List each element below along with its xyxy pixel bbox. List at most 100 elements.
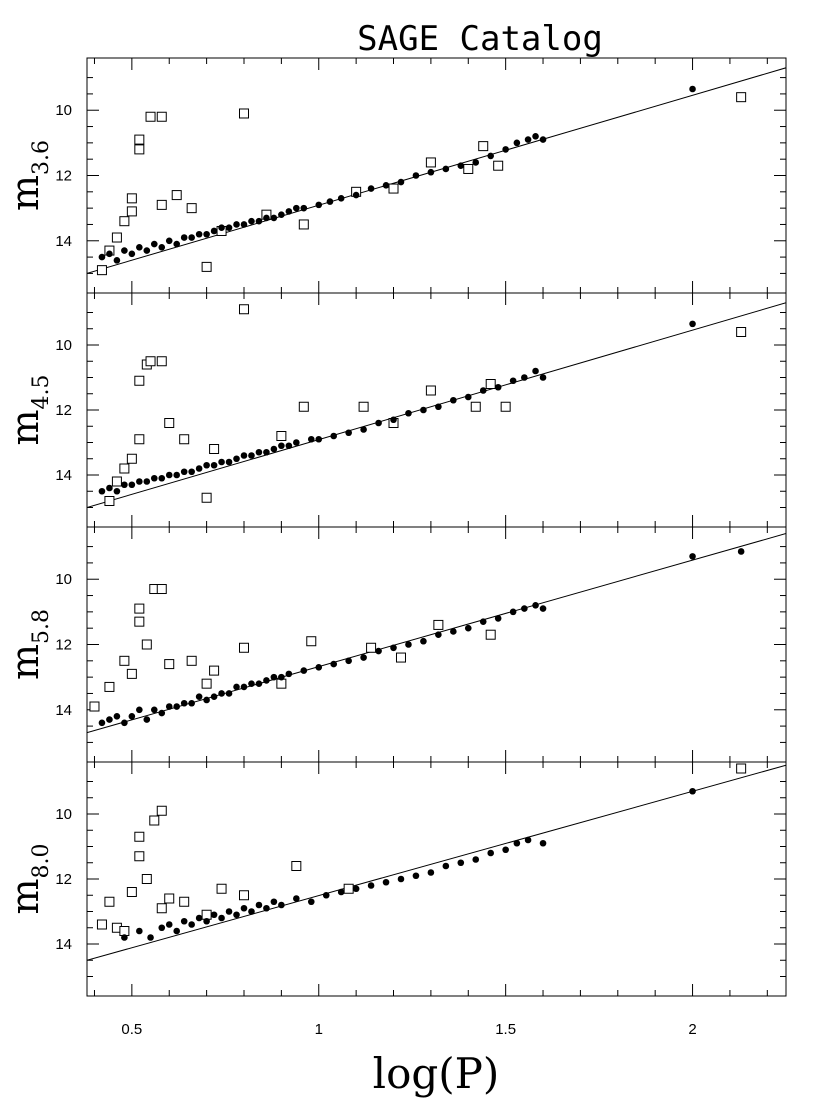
- open-square-point: [238, 108, 249, 119]
- open-square-point: [145, 356, 156, 367]
- filled-circle-point: [457, 162, 465, 170]
- y-tick-label: 12: [55, 168, 72, 185]
- filled-circle-point: [128, 713, 136, 720]
- open-square-point: [126, 668, 137, 679]
- filled-circle-point: [689, 553, 696, 560]
- filled-circle-point: [113, 713, 121, 720]
- open-square-point: [156, 584, 167, 595]
- filled-circle-point: [300, 204, 308, 212]
- filled-circle-point: [367, 882, 375, 889]
- filled-circle-point: [435, 631, 442, 639]
- y-axis-label-main: m: [3, 409, 47, 445]
- open-square-point: [96, 265, 107, 276]
- filled-circle-point: [330, 660, 338, 668]
- filled-circle-point: [210, 693, 218, 701]
- filled-circle-point: [165, 471, 173, 479]
- filled-circle-point: [150, 706, 158, 714]
- y-tick-label: 10: [55, 102, 72, 119]
- filled-circle-point: [420, 406, 427, 414]
- open-square-point: [171, 190, 182, 201]
- filled-circle-point: [285, 670, 293, 678]
- filled-circle-point: [121, 719, 128, 727]
- filled-circle-point: [532, 602, 539, 609]
- filled-circle-point: [255, 217, 263, 225]
- open-square-point: [736, 763, 747, 774]
- filled-circle-point: [502, 146, 509, 153]
- filled-circle-point: [210, 461, 218, 469]
- open-square-point: [425, 157, 436, 168]
- filled-circle-point: [218, 458, 225, 466]
- filled-circle-point: [450, 628, 457, 635]
- open-square-point: [111, 476, 122, 487]
- filled-circle-point: [98, 253, 106, 261]
- filled-circle-point: [203, 230, 210, 238]
- open-square-point: [156, 356, 167, 367]
- y-axis-label: m5.8: [3, 609, 54, 680]
- open-square-point: [306, 636, 317, 647]
- filled-circle-point: [158, 924, 166, 932]
- y-tick-label: 12: [55, 402, 72, 419]
- filled-circle-point: [326, 198, 334, 205]
- y-tick-label: 12: [55, 637, 72, 654]
- filled-circle-point: [689, 787, 696, 795]
- filled-circle-point: [195, 230, 203, 238]
- panel-frame: [86, 292, 787, 528]
- filled-circle-point: [397, 178, 405, 186]
- filled-circle-point: [136, 244, 143, 251]
- filled-circle-point: [128, 250, 136, 258]
- open-square-point: [126, 453, 137, 464]
- open-square-point: [358, 401, 369, 412]
- filled-circle-point: [165, 703, 173, 710]
- filled-circle-point: [121, 934, 128, 941]
- filled-circle-point: [375, 647, 382, 655]
- filled-circle-point: [405, 409, 412, 417]
- filled-circle-point: [106, 716, 113, 723]
- filled-circle-point: [521, 605, 528, 612]
- filled-circle-point: [113, 487, 121, 495]
- filled-circle-point: [345, 429, 352, 437]
- y-tick-label: 10: [55, 571, 72, 588]
- filled-circle-point: [248, 908, 255, 915]
- open-square-point: [164, 418, 175, 428]
- open-square-point: [186, 655, 197, 666]
- filled-circle-point: [240, 683, 248, 691]
- filled-circle-point: [188, 468, 195, 476]
- open-square-point: [119, 655, 130, 666]
- filled-circle-point: [375, 419, 382, 427]
- filled-circle-point: [278, 211, 285, 218]
- open-square-point: [141, 639, 152, 650]
- open-square-point: [736, 92, 747, 103]
- filled-circle-point: [689, 85, 696, 93]
- filled-circle-point: [315, 201, 323, 209]
- filled-circle-point: [263, 448, 270, 456]
- filled-circle-point: [147, 934, 154, 941]
- filled-circle-point: [330, 432, 338, 440]
- open-square-point: [134, 831, 145, 842]
- panel-data-area: [87, 533, 786, 734]
- open-square-point: [201, 909, 212, 920]
- filled-circle-point: [180, 917, 188, 925]
- filled-circle-point: [136, 706, 143, 714]
- x-tick-label: 1: [315, 1021, 323, 1038]
- open-square-point: [145, 111, 156, 122]
- filled-circle-point: [98, 719, 106, 727]
- filled-circle-point: [240, 452, 248, 459]
- filled-circle-point: [218, 914, 225, 922]
- y-tick-label: 10: [55, 806, 72, 823]
- open-square-point: [126, 887, 137, 897]
- filled-circle-point: [158, 244, 166, 251]
- filled-circle-point: [255, 680, 263, 687]
- open-square-point: [201, 492, 212, 503]
- open-square-point: [276, 431, 287, 441]
- open-square-point: [119, 463, 130, 474]
- filled-circle-point: [513, 139, 521, 147]
- open-square-point: [201, 261, 212, 272]
- y-tick-label: 12: [55, 871, 72, 888]
- open-square-point: [433, 619, 444, 630]
- open-square-point: [134, 375, 145, 386]
- filled-circle-point: [360, 426, 367, 433]
- panel-data-area: [87, 763, 786, 961]
- filled-circle-point: [180, 234, 188, 241]
- filled-circle-point: [300, 667, 308, 674]
